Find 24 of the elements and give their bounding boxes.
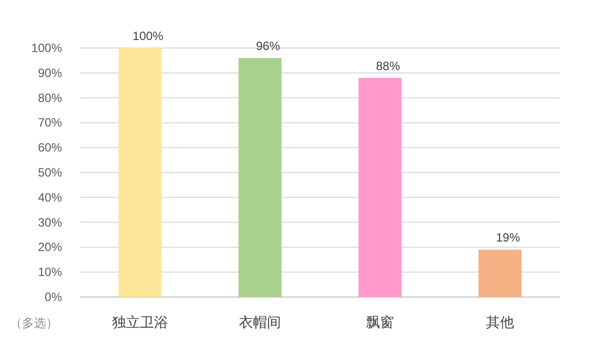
y-tick-label: 10% (38, 265, 62, 280)
y-tick-label: 20% (38, 240, 62, 254)
bar (358, 78, 402, 297)
data-label: 88% (376, 58, 400, 73)
x-tick-label: 独立卫浴 (112, 314, 168, 330)
bar (118, 48, 162, 297)
x-tick-label: 衣帽间 (239, 314, 281, 330)
x-tick-label: 飘窗 (366, 314, 394, 330)
x-tick-label: 其他 (486, 314, 514, 330)
bar (238, 58, 282, 297)
y-tick-label: 100% (31, 41, 62, 55)
data-label: 100% (132, 29, 164, 43)
y-tick-label: 80% (38, 90, 62, 105)
y-tick-label: 0% (44, 290, 62, 304)
bar (478, 250, 522, 297)
y-axis-title: （多选） (10, 316, 58, 330)
y-tick-label: 90% (38, 66, 62, 80)
y-tick-label: 30% (38, 215, 62, 230)
y-tick-label: 40% (38, 190, 62, 204)
data-label: 96% (256, 38, 280, 53)
y-tick-label: 70% (38, 116, 62, 130)
data-label: 19% (496, 230, 520, 245)
y-tick-label: 60% (38, 140, 62, 155)
y-tick-label: 50% (38, 166, 62, 180)
